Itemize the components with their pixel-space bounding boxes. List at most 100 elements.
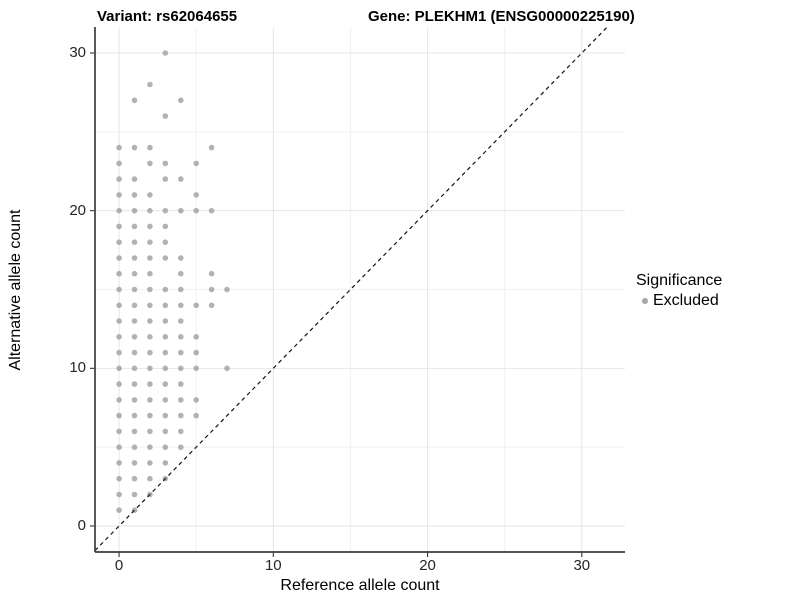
- data-point: [147, 381, 153, 387]
- data-point: [193, 207, 199, 214]
- data-point: [131, 207, 138, 214]
- data-point: [147, 349, 153, 356]
- data-point: [193, 160, 199, 167]
- data-point: [147, 318, 153, 324]
- data-point: [116, 460, 122, 466]
- y-axis-title: Alternative allele count: [7, 209, 24, 371]
- data-point: [116, 192, 122, 198]
- y-tick-label: 20: [69, 201, 86, 219]
- data-point: [116, 207, 122, 214]
- data-point: [178, 334, 184, 340]
- data-point: [178, 97, 184, 104]
- data-point: [147, 286, 153, 293]
- data-point: [116, 255, 122, 261]
- legend-title: Significance: [636, 272, 723, 289]
- data-point: [178, 176, 184, 182]
- data-point: [131, 270, 138, 277]
- data-point: [178, 428, 184, 435]
- x-tick-label: 10: [264, 557, 282, 574]
- data-point: [193, 397, 199, 403]
- data-point: [162, 460, 169, 466]
- data-point: [224, 286, 230, 293]
- data-point: [116, 507, 122, 513]
- data-point: [178, 397, 184, 403]
- data-point: [193, 412, 199, 419]
- y-tick-label: 30: [69, 44, 86, 61]
- data-point: [116, 475, 122, 482]
- data-point: [147, 270, 153, 277]
- data-point: [147, 160, 153, 167]
- data-point: [131, 255, 138, 261]
- data-point: [178, 444, 184, 451]
- data-point: [162, 444, 169, 451]
- data-point: [116, 286, 122, 293]
- data-point: [147, 255, 153, 261]
- data-point: [116, 381, 122, 387]
- data-point: [147, 192, 153, 198]
- data-point: [162, 428, 169, 435]
- data-point: [116, 365, 122, 372]
- plot-title-gene: Gene: PLEKHM1 (ENSG00000225190): [368, 8, 635, 25]
- data-point: [131, 412, 138, 419]
- data-point: [131, 97, 138, 104]
- data-point: [116, 318, 122, 324]
- data-point: [147, 207, 153, 214]
- data-point: [116, 491, 122, 498]
- data-point: [116, 334, 122, 340]
- data-point: [116, 144, 122, 151]
- data-point: [116, 428, 122, 435]
- data-point: [131, 334, 138, 340]
- data-point: [131, 349, 138, 356]
- data-point: [193, 365, 199, 372]
- data-point: [162, 318, 169, 324]
- data-point: [162, 255, 169, 261]
- data-point: [116, 397, 122, 403]
- data-point: [116, 239, 122, 245]
- data-point: [147, 365, 153, 372]
- data-point: [147, 460, 153, 466]
- data-point: [162, 334, 169, 340]
- data-point: [131, 176, 138, 182]
- data-point: [147, 223, 153, 230]
- data-point: [131, 428, 138, 435]
- x-tick-label: 20: [419, 557, 436, 574]
- data-point: [162, 176, 169, 182]
- data-point: [116, 302, 122, 309]
- identity-line: [94, 26, 608, 552]
- data-point: [178, 381, 184, 387]
- data-point: [116, 176, 122, 182]
- data-point: [147, 475, 153, 482]
- data-point: [147, 397, 153, 403]
- data-point: [193, 302, 199, 309]
- data-point: [162, 207, 169, 214]
- data-point: [162, 286, 169, 293]
- data-point: [147, 412, 153, 419]
- data-point: [178, 349, 184, 356]
- data-point: [147, 302, 153, 309]
- data-point: [116, 444, 122, 451]
- data-point: [178, 270, 184, 277]
- data-point: [147, 81, 153, 88]
- data-point: [131, 286, 138, 293]
- data-point: [162, 50, 169, 56]
- data-point: [224, 365, 230, 372]
- data-point: [162, 381, 169, 387]
- data-point: [131, 239, 138, 245]
- data-point: [208, 207, 215, 214]
- data-point: [116, 349, 122, 356]
- data-point: [162, 239, 169, 245]
- data-point: [116, 270, 122, 277]
- legend-point-marker-icon: [642, 298, 648, 304]
- data-point: [193, 349, 199, 356]
- y-tick-label: 0: [77, 516, 86, 534]
- data-point: [162, 412, 169, 419]
- data-point: [131, 365, 138, 372]
- data-point: [193, 192, 199, 198]
- data-point: [162, 397, 169, 403]
- data-point: [131, 318, 138, 324]
- legend-item-label: Excluded: [653, 292, 719, 309]
- data-point: [193, 334, 199, 340]
- data-point: [178, 302, 184, 309]
